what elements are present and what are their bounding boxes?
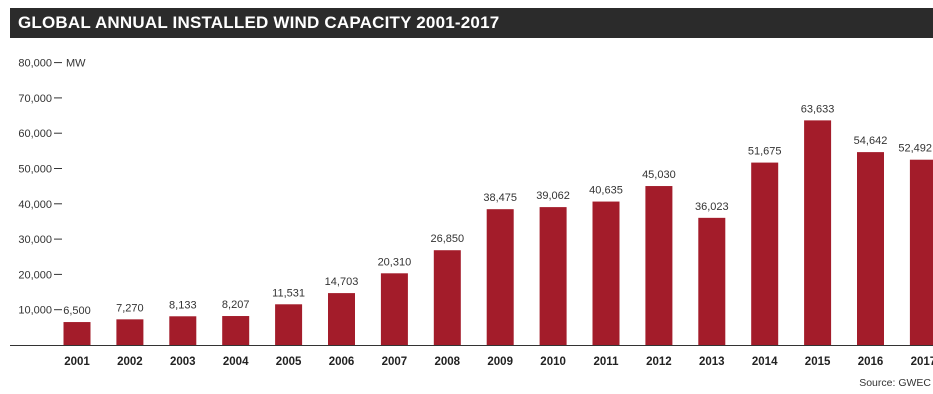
bar-2007 [380,273,408,345]
value-label-2014: 51,675 [748,146,782,158]
value-label-2011: 40,635 [589,185,623,197]
value-label-2017: 52,492 [898,143,932,155]
y-tick-label: 50,000 [18,164,52,176]
value-label-2003: 8,133 [169,299,197,311]
bar-2012 [645,186,673,345]
x-tick-label-2017: 2017 [911,356,933,368]
x-tick-label-2005: 2005 [276,356,302,368]
x-tick-label-2015: 2015 [805,356,831,368]
y-axis: 10,000 20,000 30,000 40,000 50,000 60,000 70,0… [18,58,86,317]
bar-2016 [857,152,884,345]
value-label-2007: 20,310 [378,256,412,268]
value-label-2001: 6,500 [63,305,91,317]
y-tick-label: 10,000 [18,305,52,317]
x-axis-labels: 2001 2002 2003 2004 2005 2006 2007 2008 2009 2010… [64,356,933,368]
bar-2009 [486,209,514,345]
x-tick-label-2001: 2001 [64,356,90,368]
y-tick-label: 70,000 [18,93,52,105]
x-tick-label-2012: 2012 [646,356,672,368]
value-labels: 6,500 7,270 8,133 8,207 11,531 14,703 20,310 26… [63,103,932,317]
x-tick-label-2014: 2014 [752,356,778,368]
value-label-2009: 38,475 [483,192,517,204]
value-label-2013: 36,023 [695,201,729,213]
x-tick-label-2016: 2016 [858,356,884,368]
x-tick-label-2009: 2009 [487,356,513,368]
bar-2003 [169,316,197,345]
x-tick-label-2002: 2002 [117,356,143,368]
bar-2002 [116,319,144,345]
value-label-2016: 54,642 [854,135,888,147]
bar-2015 [804,120,832,345]
bars [63,120,933,345]
x-tick-label-2011: 2011 [594,356,620,368]
value-label-2005: 11,531 [272,287,305,299]
bar-2001 [63,322,91,345]
bar-2013 [698,217,726,345]
value-label-2008: 26,850 [430,233,464,245]
bar-2017 [909,159,933,345]
y-axis-unit: MW [66,58,86,70]
value-label-2006: 14,703 [325,276,359,288]
bar-2006 [328,293,355,345]
y-tick-label: 20,000 [18,269,52,281]
value-label-2012: 45,030 [642,169,676,181]
x-tick-label-2013: 2013 [699,356,725,368]
x-tick-label-2007: 2007 [382,356,408,368]
chart-title-bar: GLOBAL ANNUAL INSTALLED WIND CAPACITY 20… [10,8,933,38]
x-tick-label-2006: 2006 [329,356,355,368]
x-tick-label-2003: 2003 [170,356,196,368]
y-tick-label: 60,000 [18,128,52,140]
value-label-2015: 63,633 [801,103,835,115]
source-note: Source: GWEC [859,377,931,389]
bar-2011 [592,201,620,345]
value-label-2004: 8,207 [222,299,250,311]
chart-title: GLOBAL ANNUAL INSTALLED WIND CAPACITY 20… [18,13,500,32]
bar-2005 [275,304,303,345]
x-tick-label-2008: 2008 [435,356,461,368]
y-tick-label: 30,000 [18,234,52,246]
y-tick-label: 40,000 [18,199,52,211]
bar-2014 [751,162,779,345]
x-tick-label-2010: 2010 [540,356,566,368]
value-label-2010: 39,062 [536,190,570,202]
bar-2008 [433,250,461,345]
value-label-2002: 7,270 [116,302,144,314]
y-tick-label: 80,000 [18,58,52,70]
bar-2010 [539,207,567,345]
bar-2004 [222,316,250,345]
x-tick-label-2004: 2004 [223,356,249,368]
